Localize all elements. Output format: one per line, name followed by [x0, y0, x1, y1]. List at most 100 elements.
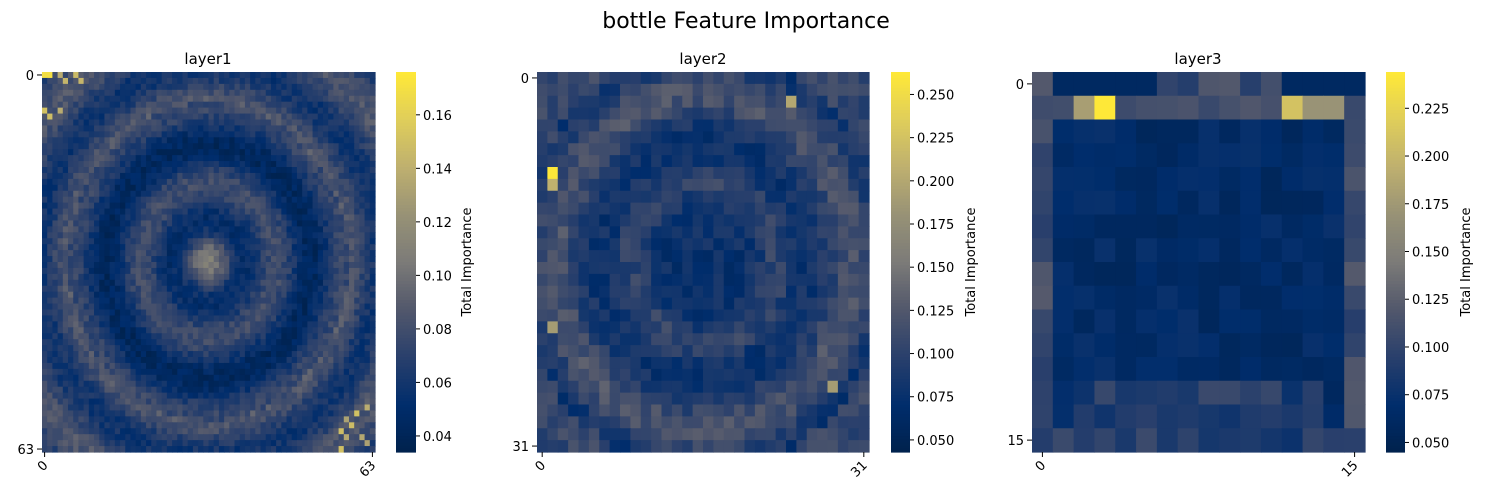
heatmap-cell	[296, 155, 303, 162]
heatmap-cell	[135, 220, 142, 227]
heatmap-cell	[42, 368, 48, 376]
heatmap-cell	[47, 321, 53, 328]
heatmap-cell	[104, 155, 111, 162]
colorbar: 0.040.060.080.100.120.140.16	[396, 72, 452, 453]
heatmap-cell	[291, 392, 298, 400]
heatmap-cell	[161, 184, 168, 192]
heatmap-cell	[114, 256, 121, 263]
heatmap-cell	[62, 83, 69, 91]
heatmap-cell	[62, 190, 69, 198]
heatmap-cell	[52, 279, 59, 287]
heatmap-cell	[73, 184, 80, 192]
heatmap-cell	[244, 83, 251, 91]
heatmap-cell	[286, 404, 293, 412]
heatmap-cell	[125, 202, 132, 210]
heatmap-cell	[224, 446, 230, 453]
colorbar-segment	[396, 448, 416, 453]
heatmap-cell	[322, 279, 329, 287]
heatmap-cell	[244, 380, 251, 388]
heatmap-cell	[806, 131, 818, 144]
heatmap-cell	[244, 374, 251, 382]
heatmap-cell	[161, 333, 168, 340]
heatmap-cell	[166, 262, 173, 269]
heatmap-cell	[328, 309, 334, 317]
heatmap-cell	[68, 83, 74, 91]
heatmap-cell	[630, 143, 642, 156]
colorbar-segment	[396, 391, 416, 396]
heatmap-cell	[234, 327, 241, 334]
heatmap-cell	[83, 184, 90, 192]
heatmap-cell	[754, 119, 766, 132]
heatmap-cell	[651, 285, 663, 299]
heatmap-cell	[172, 291, 178, 299]
heatmap-cell	[42, 113, 48, 121]
heatmap-cell	[187, 184, 194, 192]
heatmap-cell	[192, 190, 199, 198]
heatmap-cell	[187, 386, 194, 394]
heatmap-cell	[104, 380, 111, 388]
colorbar-segment	[396, 369, 416, 374]
heatmap-cell	[837, 285, 849, 299]
heatmap-cell	[47, 345, 53, 352]
heatmap-cell	[125, 83, 132, 91]
heatmap-cell	[218, 392, 225, 400]
heatmap-cell	[229, 119, 236, 127]
heatmap-cell	[338, 362, 345, 370]
heatmap-cell	[578, 178, 590, 192]
heatmap-cell	[146, 137, 152, 144]
heatmap-cell	[94, 446, 100, 453]
heatmap-cell	[83, 285, 90, 293]
heatmap-cell	[661, 309, 673, 322]
heatmap-cell	[578, 250, 590, 263]
heatmap-cell	[62, 357, 69, 364]
heatmap-cell	[120, 95, 126, 103]
heatmap-cell	[312, 214, 319, 222]
heatmap-cell	[161, 327, 168, 334]
heatmap-cell	[52, 214, 59, 222]
heatmap-cell	[786, 297, 797, 311]
heatmap-cell	[104, 279, 111, 287]
heatmap-cell	[166, 119, 173, 127]
heatmap-cell	[78, 214, 85, 222]
heatmap-cell	[270, 119, 277, 127]
heatmap-cell	[73, 339, 80, 346]
heatmap-cell	[99, 190, 106, 198]
heatmap-cell	[104, 416, 111, 423]
heatmap-cell	[114, 95, 121, 103]
heatmap-cell	[94, 351, 100, 358]
heatmap-cell	[73, 434, 80, 441]
heatmap-cell	[47, 368, 53, 376]
heatmap-cell	[73, 374, 80, 382]
heatmap-cell	[73, 327, 80, 334]
heatmap-cell	[270, 357, 277, 364]
heatmap-cell	[796, 321, 808, 334]
heatmap-cell	[218, 113, 225, 121]
heatmap-cell	[786, 72, 797, 85]
heatmap-cell	[203, 434, 210, 441]
heatmap-cell	[291, 256, 298, 263]
heatmap-cell	[338, 428, 345, 435]
heatmap-cell	[713, 143, 725, 156]
heatmap-cell	[83, 374, 90, 382]
heatmap-cell	[99, 297, 106, 305]
heatmap-cell	[276, 285, 282, 293]
heatmap-cell	[68, 125, 74, 132]
heatmap-cell	[286, 244, 293, 251]
heatmap-cell	[135, 143, 142, 150]
heatmap-cell	[312, 178, 319, 186]
heatmap-cell	[172, 368, 178, 376]
heatmap-cell	[369, 196, 376, 204]
heatmap-cell	[348, 83, 355, 91]
heatmap-cell	[754, 321, 766, 334]
heatmap-cell	[291, 273, 298, 281]
heatmap-cell	[276, 178, 282, 186]
heatmap-cell	[557, 214, 569, 227]
heatmap-cell	[364, 392, 371, 400]
heatmap-cell	[296, 143, 303, 150]
heatmap-cell	[68, 368, 74, 376]
heatmap-cell	[620, 95, 631, 109]
heatmap-cell	[208, 214, 215, 222]
heatmap-cell	[255, 279, 262, 287]
heatmap-cell	[609, 155, 621, 168]
heatmap-cell	[99, 131, 106, 138]
